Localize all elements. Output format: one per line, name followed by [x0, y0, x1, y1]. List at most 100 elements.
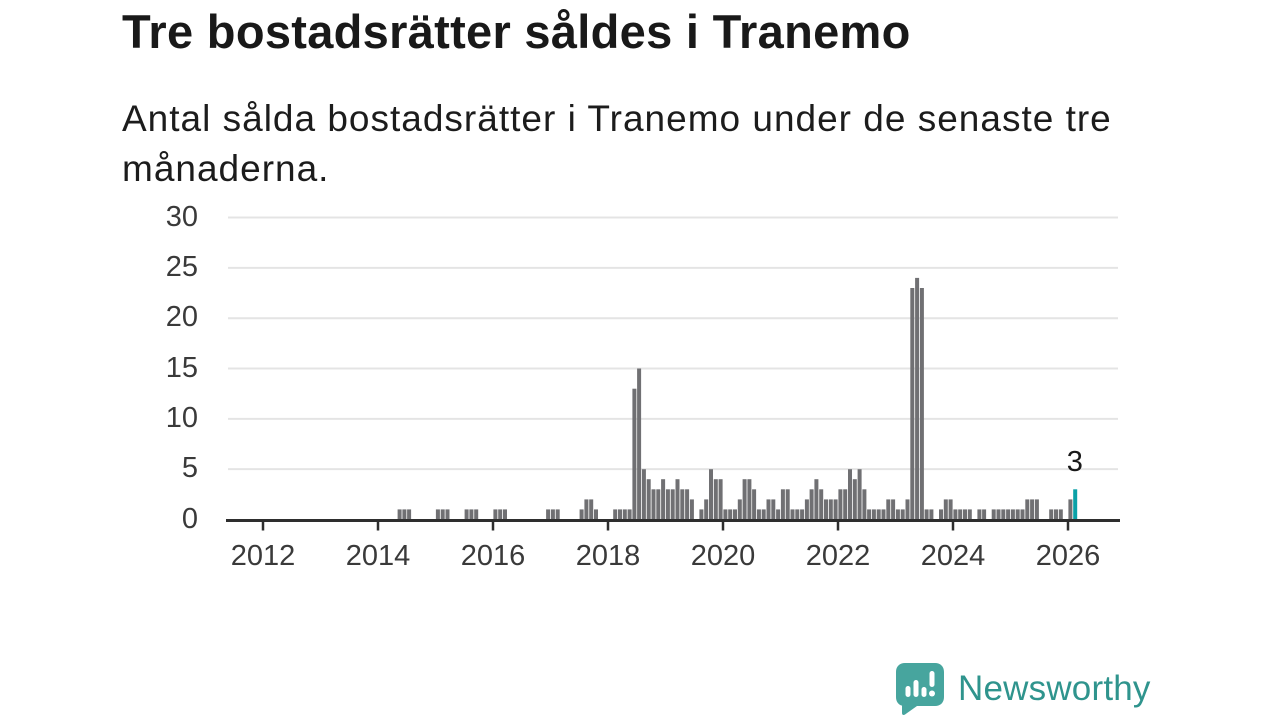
bar: [1030, 499, 1035, 520]
bar: [498, 509, 503, 520]
bar: [1054, 509, 1058, 520]
logo-bar-1: [905, 686, 911, 697]
logo-exclamation-bar: [929, 671, 935, 687]
bar: [493, 509, 498, 520]
bar: [397, 509, 402, 520]
bar: [924, 509, 929, 520]
bar: [958, 509, 963, 520]
bar: [723, 509, 728, 520]
bar: [445, 509, 450, 520]
bar: [948, 499, 953, 520]
bar: [637, 368, 642, 520]
bar: [680, 489, 685, 520]
bar: [886, 499, 891, 520]
bar: [555, 509, 560, 520]
bar: [963, 509, 967, 520]
bar: [402, 509, 407, 520]
x-axis-label: 2026: [1035, 540, 1101, 572]
bar: [661, 479, 666, 520]
bar: [651, 489, 656, 520]
bar: [435, 509, 440, 520]
bar: [546, 509, 551, 520]
bar: [747, 479, 752, 520]
bar: [440, 509, 445, 520]
bar: [843, 489, 848, 520]
bar: [613, 509, 618, 520]
bar: [589, 499, 594, 520]
x-axis-label: 2020: [690, 540, 756, 572]
bar: [795, 509, 800, 520]
bar: [407, 509, 412, 520]
bar: [1034, 499, 1039, 520]
bar: [766, 499, 771, 520]
bar: [756, 509, 761, 520]
bar: [584, 499, 589, 520]
bar: [996, 509, 1001, 520]
bar: [929, 509, 934, 520]
y-axis-label: 15: [165, 351, 198, 384]
newsworthy-logo-text: Newsworthy: [958, 669, 1151, 708]
bar: [862, 489, 867, 520]
bar: [737, 499, 742, 520]
bar: [953, 509, 958, 520]
bar: [895, 509, 900, 520]
y-axis-label: 0: [181, 502, 198, 535]
newsworthy-logo: Newsworthy: [895, 662, 1151, 716]
bar: [982, 509, 987, 520]
bar: [550, 509, 555, 520]
bar: [833, 499, 838, 520]
bar: [871, 509, 876, 520]
highlight-value-label: 3: [1066, 446, 1083, 478]
bar: [881, 509, 886, 520]
bar: [1058, 509, 1063, 520]
bar: [776, 509, 781, 520]
logo-exclamation-dot: [929, 690, 935, 697]
bar: [891, 499, 896, 520]
bar: [632, 388, 637, 520]
bar: [852, 479, 857, 520]
bar: [579, 509, 584, 520]
bar: [689, 499, 694, 520]
bar: [919, 288, 924, 520]
logo-bar-2: [913, 680, 919, 697]
bar: [646, 479, 651, 520]
y-axis-label: 10: [165, 401, 198, 434]
y-axis-label: 20: [165, 301, 198, 334]
speech-bubble-shape: [896, 663, 944, 716]
x-axis-label: 2018: [575, 540, 641, 572]
bar: [857, 469, 862, 520]
bar: [622, 509, 627, 520]
bar: [718, 479, 723, 520]
x-axis-label: 2012: [230, 540, 296, 572]
newsworthy-logo-icon: [896, 663, 944, 716]
x-axis-label: 2024: [920, 540, 986, 572]
chart-title: Tre bostadsrätter såldes i Tranemo: [122, 5, 911, 58]
bar: [665, 489, 670, 520]
bar: [469, 509, 474, 520]
bar: [641, 469, 646, 520]
x-axis-label: 2016: [460, 540, 526, 572]
bar: [910, 288, 915, 520]
bar: [742, 479, 747, 520]
bar: [1010, 509, 1015, 520]
bar: [1049, 509, 1054, 520]
bar: [804, 499, 809, 520]
logo-bar-3: [921, 687, 927, 697]
y-axis-label: 25: [165, 250, 198, 283]
x-axis-label: 2014: [345, 540, 411, 572]
bar: [824, 499, 828, 520]
bar: [1001, 509, 1006, 520]
bar: [503, 509, 507, 520]
y-axis-label: 30: [165, 200, 198, 233]
bar: [977, 509, 982, 520]
bar: [1025, 499, 1030, 520]
bar: [1015, 509, 1020, 520]
bar: [771, 499, 776, 520]
bar: [656, 489, 661, 520]
bar: [780, 489, 785, 520]
bar: [685, 489, 690, 520]
bar: [1068, 499, 1073, 520]
bar: [939, 509, 943, 520]
bar: [809, 489, 814, 520]
